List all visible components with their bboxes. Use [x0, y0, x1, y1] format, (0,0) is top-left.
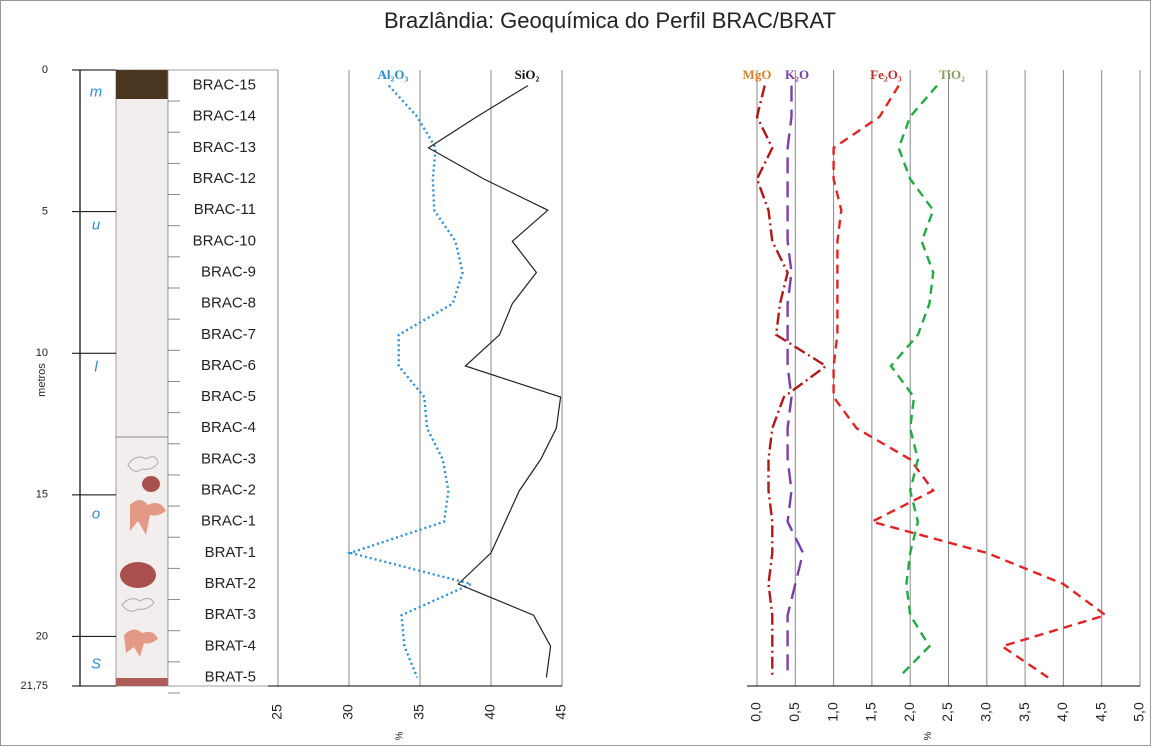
sample-label: BRAT-5	[205, 668, 256, 685]
x-tick-label: 1,0	[824, 702, 840, 722]
sample-label: BRAT-2	[205, 575, 256, 592]
clast	[124, 629, 158, 657]
x-tick-label: 5,0	[1131, 702, 1147, 722]
x-tick-label: 25	[269, 704, 285, 720]
sample-label: BRAC-2	[201, 482, 256, 499]
x-tick-label: 3,0	[978, 702, 994, 722]
sample-label: BRAC-11	[194, 201, 256, 218]
sample-label: BRAC-14	[193, 108, 256, 125]
series-label: TiO₂	[939, 67, 965, 82]
sample-label: BRAC-8	[201, 295, 256, 312]
x-tick-label: 30	[340, 704, 356, 720]
series-line	[832, 84, 1109, 679]
sample-label: BRAT-3	[205, 606, 256, 623]
series-label: K₂O	[785, 67, 809, 82]
sample-label: BRAC-1	[201, 513, 256, 530]
y-tick-label: 21,75	[20, 680, 48, 692]
sample-label: BRAC-12	[193, 170, 256, 187]
sample-label: BRAC-9	[201, 263, 256, 280]
unit-block	[115, 69, 169, 687]
y-axis-label: metros	[36, 363, 48, 397]
clast	[121, 597, 155, 612]
x-tick-label: 35	[411, 704, 427, 720]
sample-column	[167, 69, 279, 687]
y-tick-label: 0	[42, 64, 48, 76]
unit-letter: l	[94, 358, 98, 375]
series-label: SiO₂	[515, 67, 540, 82]
x-tick-label: 3,5	[1016, 702, 1032, 722]
series-label: MgO	[743, 67, 772, 82]
series-line	[786, 85, 805, 678]
sample-label: BRAC-13	[193, 139, 256, 156]
series-label: Fe₂O₃	[870, 67, 902, 82]
y-tick-label: 15	[36, 489, 48, 501]
y-tick-label: 20	[36, 630, 48, 642]
x-tick-label: 0,0	[748, 702, 764, 722]
lithology-column	[115, 69, 169, 687]
series-line	[427, 85, 562, 678]
series-line	[889, 84, 938, 679]
x-axis-label: %	[395, 731, 406, 740]
series-line	[755, 85, 829, 678]
x-tick-label: 0,5	[786, 702, 802, 722]
x-tick-label: 1,5	[863, 702, 879, 722]
clast	[127, 456, 159, 472]
sample-label: BRAC-6	[201, 357, 256, 374]
x-tick-label: 2,5	[939, 702, 955, 722]
clast	[142, 476, 160, 492]
sample-label: BRAT-1	[205, 544, 256, 561]
unit-block	[116, 70, 168, 99]
series-line	[346, 84, 475, 678]
x-tick-label: 4,5	[1092, 702, 1108, 722]
clast	[130, 500, 166, 535]
chart-title: Brazlândia: Geoquímica do Perfil BRAC/BR…	[384, 8, 836, 33]
sample-label: BRAC-5	[201, 388, 256, 405]
x-tick-label: 40	[482, 704, 498, 720]
x-tick-label: 4,0	[1054, 702, 1070, 722]
sample-label: BRAC-3	[201, 450, 256, 467]
clast	[120, 562, 156, 588]
x-axis-label: %	[923, 731, 934, 740]
y-tick-label: 10	[36, 347, 48, 359]
sample-label: BRAC-15	[193, 77, 256, 94]
x-tick-label: 45	[553, 704, 569, 720]
sample-label: BRAC-4	[201, 419, 256, 436]
series-label: Al₂O₃	[378, 67, 409, 82]
unit-block	[116, 678, 168, 686]
sample-label: BRAC-7	[201, 326, 256, 343]
sample-label: BRAC-10	[193, 232, 256, 249]
x-tick-label: 2,0	[901, 702, 917, 722]
unit-letter: m	[90, 84, 103, 101]
unit-letter: S	[91, 656, 101, 673]
unit-letter: o	[92, 506, 100, 523]
sample-label: BRAT-4	[205, 637, 256, 654]
y-tick-label: 5	[42, 206, 48, 218]
unit-letter: u	[92, 217, 101, 234]
